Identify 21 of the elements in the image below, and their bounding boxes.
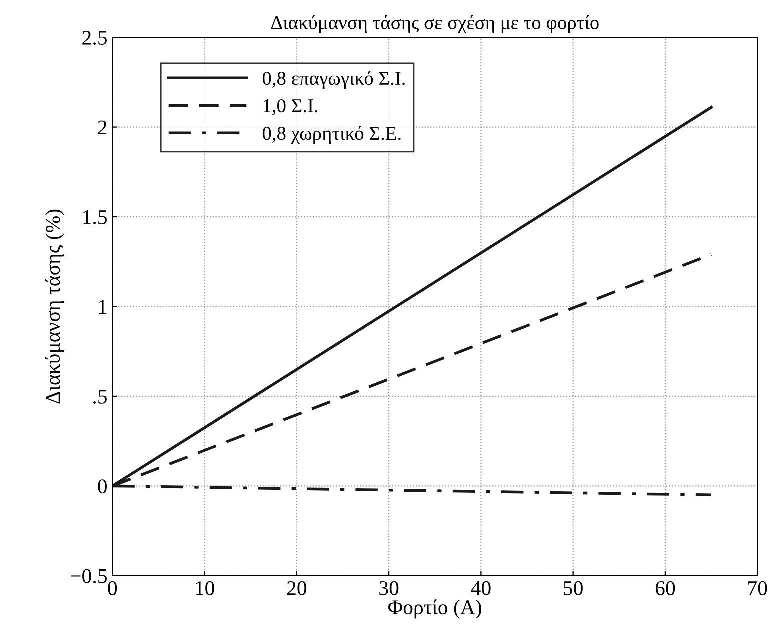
- x-tick-label: 60: [656, 581, 676, 596]
- y-tick-label: 2.5: [82, 30, 107, 46]
- legend-label: 0,8 επαγωγικό Σ.Ι.: [262, 71, 405, 90]
- y-tick-label: 2: [98, 120, 107, 135]
- y-tick-label: 0: [98, 480, 108, 494]
- y-tick-label: .5: [94, 390, 107, 404]
- y-tick-label: −0.5: [71, 569, 107, 584]
- y-tick-label: 1: [99, 300, 107, 314]
- legend-label: 0,8 χωρητικό Σ.Ε.: [262, 126, 401, 144]
- x-tick-label: 30: [380, 581, 399, 596]
- y-tick-label: 1.5: [84, 210, 107, 225]
- x-tick-label: 50: [564, 581, 583, 596]
- x-tick-label: 40: [471, 581, 491, 596]
- x-tick-label: 0: [108, 581, 118, 596]
- y-axis-title: Διακύμανση τάσης (%): [45, 210, 64, 404]
- x-tick-label: 10: [196, 581, 214, 596]
- x-axis-title: Φορτίο (A): [388, 600, 482, 619]
- chart-title: Διακύμανση τάσης σε σχέση με το φορτίο: [271, 16, 599, 34]
- x-tick-label: 70: [748, 581, 768, 596]
- legend-label: 1,0 Σ.Ι.: [264, 99, 318, 116]
- x-tick-label: 20: [287, 581, 307, 596]
